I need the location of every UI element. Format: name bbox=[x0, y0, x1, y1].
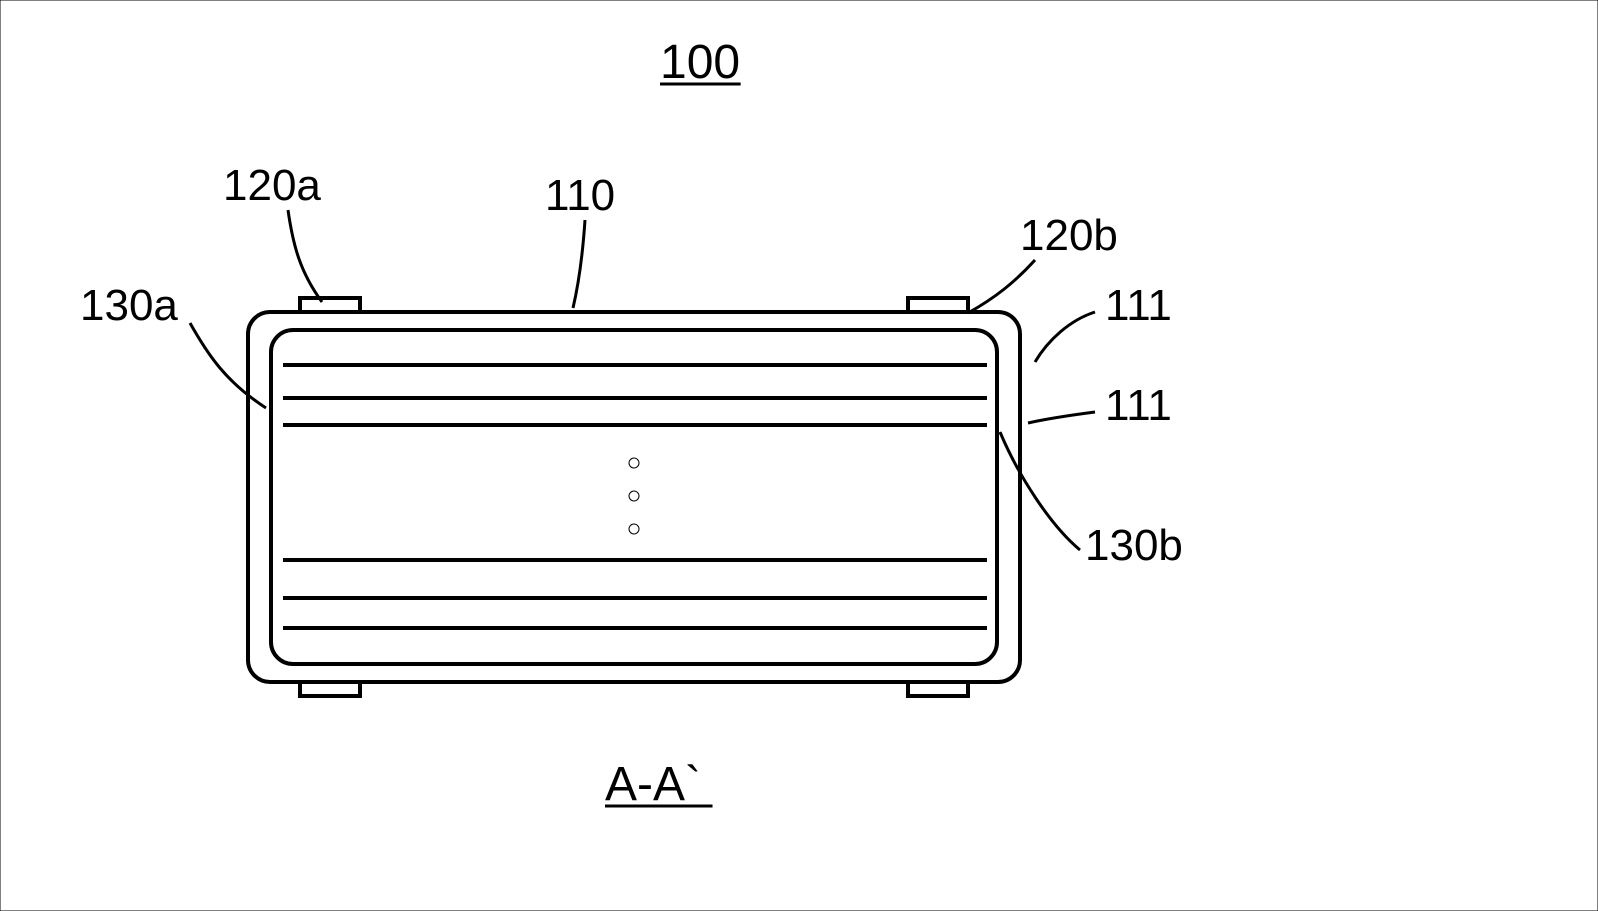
label-120b: 120b bbox=[1020, 211, 1118, 260]
leader-120b bbox=[968, 260, 1035, 313]
label-110: 110 bbox=[545, 171, 615, 220]
leader-120a bbox=[288, 210, 322, 302]
ellipsis-dot bbox=[629, 491, 639, 501]
figure-number: 100 bbox=[660, 36, 740, 89]
diagram-svg: 100 120a 110 120b 130a 111 111 130b A-A` bbox=[0, 0, 1598, 911]
terminal-tab bbox=[908, 298, 968, 312]
ellipsis-dot bbox=[629, 458, 639, 468]
section-label: A-A` bbox=[605, 758, 701, 811]
label-120a: 120a bbox=[223, 161, 321, 210]
terminal-tab bbox=[908, 682, 968, 696]
label-111b: 111 bbox=[1105, 381, 1172, 430]
terminal-tab bbox=[300, 298, 360, 312]
inner-body bbox=[271, 330, 997, 664]
label-130b: 130b bbox=[1085, 521, 1183, 570]
leader-111b bbox=[1028, 412, 1095, 423]
terminal-tab bbox=[300, 682, 360, 696]
label-111a: 111 bbox=[1105, 281, 1172, 330]
leader-111a bbox=[1035, 312, 1095, 362]
label-130a: 130a bbox=[80, 281, 178, 330]
ellipsis-dot bbox=[629, 524, 639, 534]
background bbox=[0, 0, 1598, 911]
leader-130a bbox=[190, 323, 266, 408]
leader-130b bbox=[1000, 432, 1080, 550]
leader-110 bbox=[573, 220, 585, 308]
